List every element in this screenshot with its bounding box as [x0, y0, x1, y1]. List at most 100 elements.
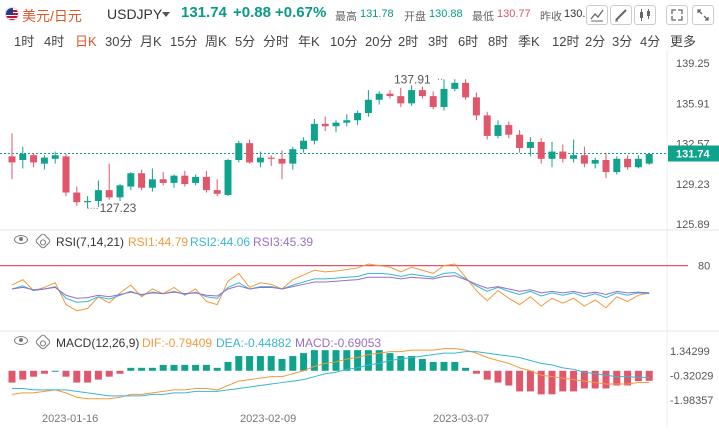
- prev-close-label: 昨收: [540, 11, 562, 23]
- candlestick-chart[interactable]: 139.25135.91132.57129.23125.89131.74137.…: [0, 50, 719, 428]
- tab-timeframe[interactable]: 10分: [330, 34, 358, 49]
- tab-timeframe[interactable]: 周K: [205, 34, 227, 49]
- current-price-label: 131.74: [676, 149, 711, 161]
- rsi2-line: [11, 272, 650, 303]
- rsi-level-label: 80: [698, 261, 710, 273]
- date-axis-label: 2023-02-09: [240, 413, 296, 425]
- macd-bar: [310, 350, 318, 371]
- fullscreen-icon[interactable]: [666, 5, 688, 25]
- chevron-down-icon[interactable]: [162, 12, 170, 17]
- low-annotation: 127.23: [100, 201, 137, 215]
- candle-body: [19, 153, 27, 161]
- tab-timeframe[interactable]: 1时: [14, 34, 35, 49]
- macd-bar: [472, 370, 480, 374]
- macd-bar: [602, 370, 610, 389]
- candle-body: [84, 200, 92, 203]
- indicator-icon[interactable]: [586, 5, 608, 25]
- macd-bar: [300, 353, 308, 371]
- candle-body: [148, 179, 156, 188]
- tab-timeframe[interactable]: 季K: [518, 34, 540, 49]
- candle-body: [321, 123, 329, 127]
- tab-timeframe[interactable]: 4分: [640, 34, 661, 49]
- macd-bar: [418, 358, 426, 371]
- tab-timeframe[interactable]: 6时: [458, 34, 479, 49]
- macd-bar: [73, 370, 81, 383]
- tab-timeframe[interactable]: 8时: [488, 34, 509, 49]
- price-axis-label: 139.25: [676, 58, 710, 70]
- date-axis-label: 2023-03-07: [433, 413, 489, 425]
- macd-axis-label: -0.32029: [670, 371, 713, 383]
- macd-bar: [570, 370, 578, 392]
- candle-body: [159, 179, 167, 183]
- candle-body: [548, 151, 556, 159]
- macd-bar: [202, 364, 210, 371]
- tab-timeframe[interactable]: 月K: [140, 34, 162, 49]
- macd-bar: [624, 370, 632, 386]
- rsi-legend: RSI(7,14,21) RSI1:44.79 RSI2:44.06 RSI3:…: [0, 232, 719, 251]
- macd-bar: [256, 356, 264, 371]
- macd-bar: [440, 361, 448, 371]
- tab-timeframe[interactable]: 分时: [263, 34, 290, 49]
- tab-timeframe[interactable]: 12时: [552, 34, 580, 49]
- chart-area[interactable]: 139.25 135.91 132.57 129.23 125.89 131.74 137.…: [0, 50, 719, 428]
- tab-timeframe[interactable]: 2分: [585, 34, 606, 49]
- macd-bar: [397, 356, 405, 371]
- candle-body: [375, 93, 383, 100]
- candle-body: [364, 99, 372, 114]
- eye-icon[interactable]: [14, 336, 28, 345]
- macd-bar: [84, 370, 92, 383]
- tab-timeframe[interactable]: 4时: [44, 34, 65, 49]
- candle-body: [40, 157, 48, 164]
- pair-code[interactable]: USDJPY: [107, 6, 163, 22]
- candle-body: [310, 123, 318, 141]
- macd-value: MACD:-0.69053: [295, 336, 382, 350]
- popout-icon[interactable]: [692, 5, 714, 25]
- macd-legend: MACD(12,26,9) DIF:-0.79409 DEA:-0.44882 …: [0, 333, 719, 352]
- candle-body: [570, 155, 578, 159]
- eye-icon[interactable]: [14, 235, 28, 244]
- macd-axis-label: 1.34299: [670, 346, 710, 358]
- prev-close-value: 130.: [564, 8, 586, 20]
- tab-timeframe[interactable]: 2时: [398, 34, 419, 49]
- candle-body: [181, 175, 189, 185]
- draw-pen-icon[interactable]: [610, 5, 632, 25]
- macd-bar: [224, 361, 232, 371]
- current-price-tag: [668, 145, 719, 162]
- candle-type-icon[interactable]: [634, 5, 656, 25]
- macd-bar: [19, 370, 27, 380]
- candle-body: [170, 175, 178, 183]
- macd-bar: [148, 367, 156, 371]
- macd-bar: [483, 370, 491, 380]
- tab-timeframe[interactable]: 日K: [75, 34, 97, 49]
- gear-icon[interactable]: [34, 232, 52, 250]
- macd-bar: [289, 356, 297, 371]
- rsi3-line: [11, 275, 650, 299]
- tab-timeframe[interactable]: 15分: [170, 34, 198, 49]
- macd-bar: [40, 370, 48, 374]
- rsi-label: RSI(7,14,21): [56, 235, 125, 249]
- macd-bar: [375, 350, 383, 371]
- candle-body: [451, 82, 459, 89]
- price-axis-label: 125.89: [676, 219, 710, 231]
- rsi2-value: RSI2:44.06: [190, 235, 251, 249]
- candle-body: [440, 88, 448, 107]
- candle-body: [386, 93, 394, 97]
- candle-body: [192, 176, 200, 183]
- macd-bar: [51, 370, 59, 372]
- candle-body: [462, 82, 470, 98]
- timeframe-tabs: 1时 4时 日K 30分 月K 15分 周K 5分 分时 年K 10分 20分 2时 3时 6时 8时 季K 12…: [0, 28, 719, 50]
- tab-timeframe[interactable]: 30分: [105, 34, 133, 49]
- tab-timeframe[interactable]: 3时: [428, 34, 449, 49]
- tab-timeframe[interactable]: 年K: [298, 34, 320, 49]
- tab-timeframe[interactable]: 3分: [612, 34, 633, 49]
- tab-timeframe[interactable]: 5分: [235, 34, 256, 49]
- candle-body: [267, 157, 275, 159]
- macd-bar: [332, 350, 340, 371]
- candle-body: [278, 158, 286, 164]
- macd-bar: [181, 364, 189, 371]
- tab-timeframe[interactable]: 更多: [670, 34, 697, 49]
- tab-timeframe[interactable]: 20分: [365, 34, 393, 49]
- gear-icon[interactable]: [34, 333, 52, 351]
- candle-body: [8, 156, 16, 163]
- pair-name: 美元/日元: [22, 8, 82, 24]
